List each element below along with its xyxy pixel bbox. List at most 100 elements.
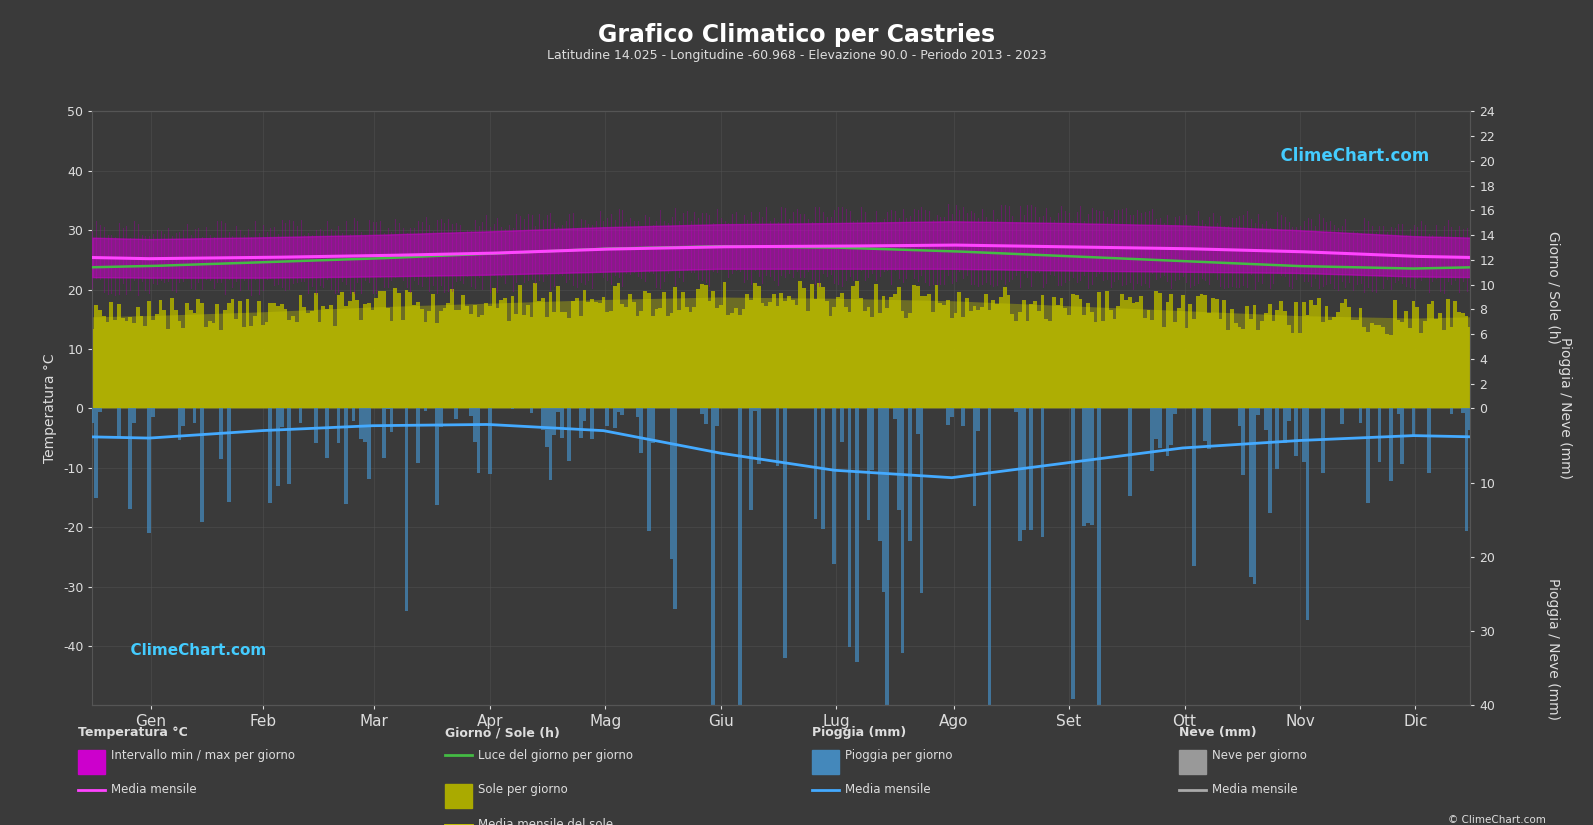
Bar <box>280 408 284 427</box>
Bar <box>333 327 336 408</box>
Bar <box>666 316 669 408</box>
Bar <box>363 304 366 408</box>
Bar <box>1139 296 1142 408</box>
Bar <box>1078 299 1082 408</box>
Bar <box>935 285 938 408</box>
Bar <box>1348 307 1351 408</box>
Bar <box>674 408 677 609</box>
Bar <box>94 408 99 498</box>
Bar <box>1169 295 1172 408</box>
Bar <box>961 317 965 408</box>
Bar <box>669 313 674 408</box>
Bar <box>529 408 534 412</box>
Bar <box>276 306 280 408</box>
Text: Giorno / Sole (h): Giorno / Sole (h) <box>1547 231 1560 344</box>
Bar <box>1128 297 1131 408</box>
Bar <box>1147 309 1150 408</box>
Bar <box>738 315 742 408</box>
Bar <box>1238 328 1241 408</box>
Bar <box>371 309 374 408</box>
Bar <box>1203 295 1207 408</box>
Bar <box>1241 408 1246 475</box>
Bar <box>616 408 621 412</box>
Bar <box>182 328 185 408</box>
Bar <box>1172 322 1177 408</box>
Bar <box>941 305 946 408</box>
Bar <box>1309 299 1313 408</box>
Bar <box>1370 323 1373 408</box>
Bar <box>715 308 718 408</box>
Bar <box>1252 408 1257 584</box>
Bar <box>360 408 363 439</box>
Bar <box>438 311 443 408</box>
Bar <box>378 290 382 408</box>
Bar <box>1287 408 1290 422</box>
Bar <box>889 298 894 408</box>
Bar <box>1200 294 1203 408</box>
Bar <box>256 301 261 408</box>
Bar <box>1211 299 1215 408</box>
Bar <box>817 284 820 408</box>
Bar <box>432 294 435 408</box>
Bar <box>495 308 499 408</box>
Bar <box>905 318 908 408</box>
Bar <box>833 408 836 564</box>
Bar <box>511 296 515 408</box>
Bar <box>1098 291 1101 408</box>
Bar <box>237 300 242 408</box>
Bar <box>1075 295 1078 408</box>
Text: Media mensile: Media mensile <box>112 783 198 796</box>
Bar <box>1169 408 1172 446</box>
Bar <box>1040 408 1045 537</box>
Bar <box>1109 309 1112 408</box>
Bar <box>303 307 306 408</box>
Bar <box>1230 309 1233 408</box>
Bar <box>688 313 693 408</box>
Bar <box>806 311 809 408</box>
Bar <box>1010 314 1015 408</box>
Bar <box>685 308 688 408</box>
Bar <box>1340 408 1343 424</box>
Bar <box>1271 321 1276 408</box>
Bar <box>416 302 421 408</box>
Bar <box>578 408 583 437</box>
Bar <box>484 304 487 408</box>
Bar <box>468 408 473 416</box>
Text: ClimeChart.com: ClimeChart.com <box>1268 147 1429 165</box>
Bar <box>699 408 704 414</box>
Bar <box>836 297 840 408</box>
Bar <box>1464 317 1469 408</box>
Bar <box>1306 408 1309 620</box>
Bar <box>674 287 677 408</box>
Bar <box>639 311 644 408</box>
Bar <box>545 318 548 408</box>
Bar <box>699 284 704 408</box>
Bar <box>1136 301 1139 408</box>
Bar <box>1125 299 1128 408</box>
Bar <box>897 408 900 510</box>
Bar <box>110 302 113 408</box>
Bar <box>1051 297 1056 408</box>
Bar <box>1219 319 1222 408</box>
Bar <box>594 302 597 408</box>
Bar <box>973 306 977 408</box>
Bar <box>386 309 390 408</box>
Bar <box>548 408 553 479</box>
Bar <box>1070 408 1075 700</box>
Bar <box>669 408 674 559</box>
Bar <box>980 308 984 408</box>
Bar <box>1117 306 1120 408</box>
Bar <box>704 408 707 424</box>
Bar <box>900 310 905 408</box>
Bar <box>894 408 897 419</box>
Bar <box>1362 327 1367 408</box>
Bar <box>201 408 204 521</box>
Bar <box>355 299 360 408</box>
Bar <box>212 323 215 408</box>
Bar <box>124 321 129 408</box>
Bar <box>1021 300 1026 408</box>
Bar <box>1233 323 1238 408</box>
Bar <box>1166 408 1169 455</box>
Bar <box>457 309 462 408</box>
Bar <box>988 310 991 408</box>
